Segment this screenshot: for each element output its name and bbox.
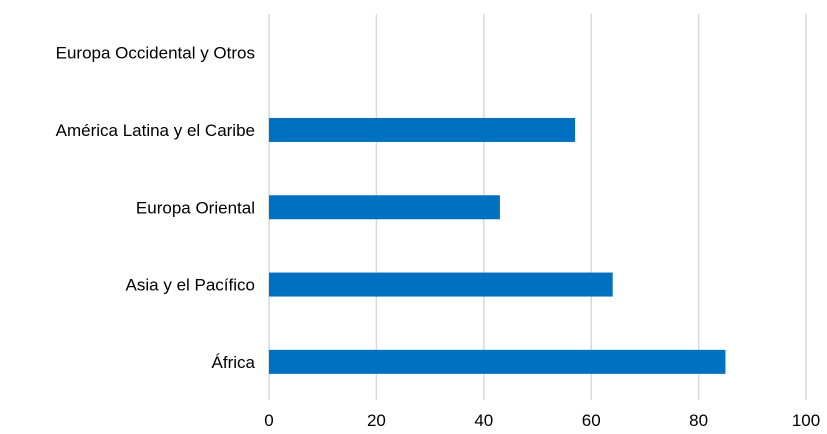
category-label: América Latina y el Caribe [56,121,255,140]
bar [269,272,613,297]
x-tick-label: 40 [474,411,493,430]
x-tick-label: 0 [264,411,273,430]
x-tick-labels: 0 20 40 60 80 100 [264,411,820,430]
category-label: Europa Occidental y Otros [56,44,255,63]
x-tick-label: 20 [367,411,386,430]
bar [269,195,500,220]
x-tick-label: 60 [582,411,601,430]
category-label: Asia y el Pacífico [126,276,255,295]
bar [269,349,726,374]
x-tick-label: 100 [792,411,820,430]
x-tick-label: 80 [689,411,708,430]
category-label: Europa Oriental [136,198,255,217]
category-label: África [212,353,256,372]
bar [269,117,576,142]
category-labels: Europa Occidental y Otros América Latina … [56,44,256,372]
bars [269,117,726,374]
